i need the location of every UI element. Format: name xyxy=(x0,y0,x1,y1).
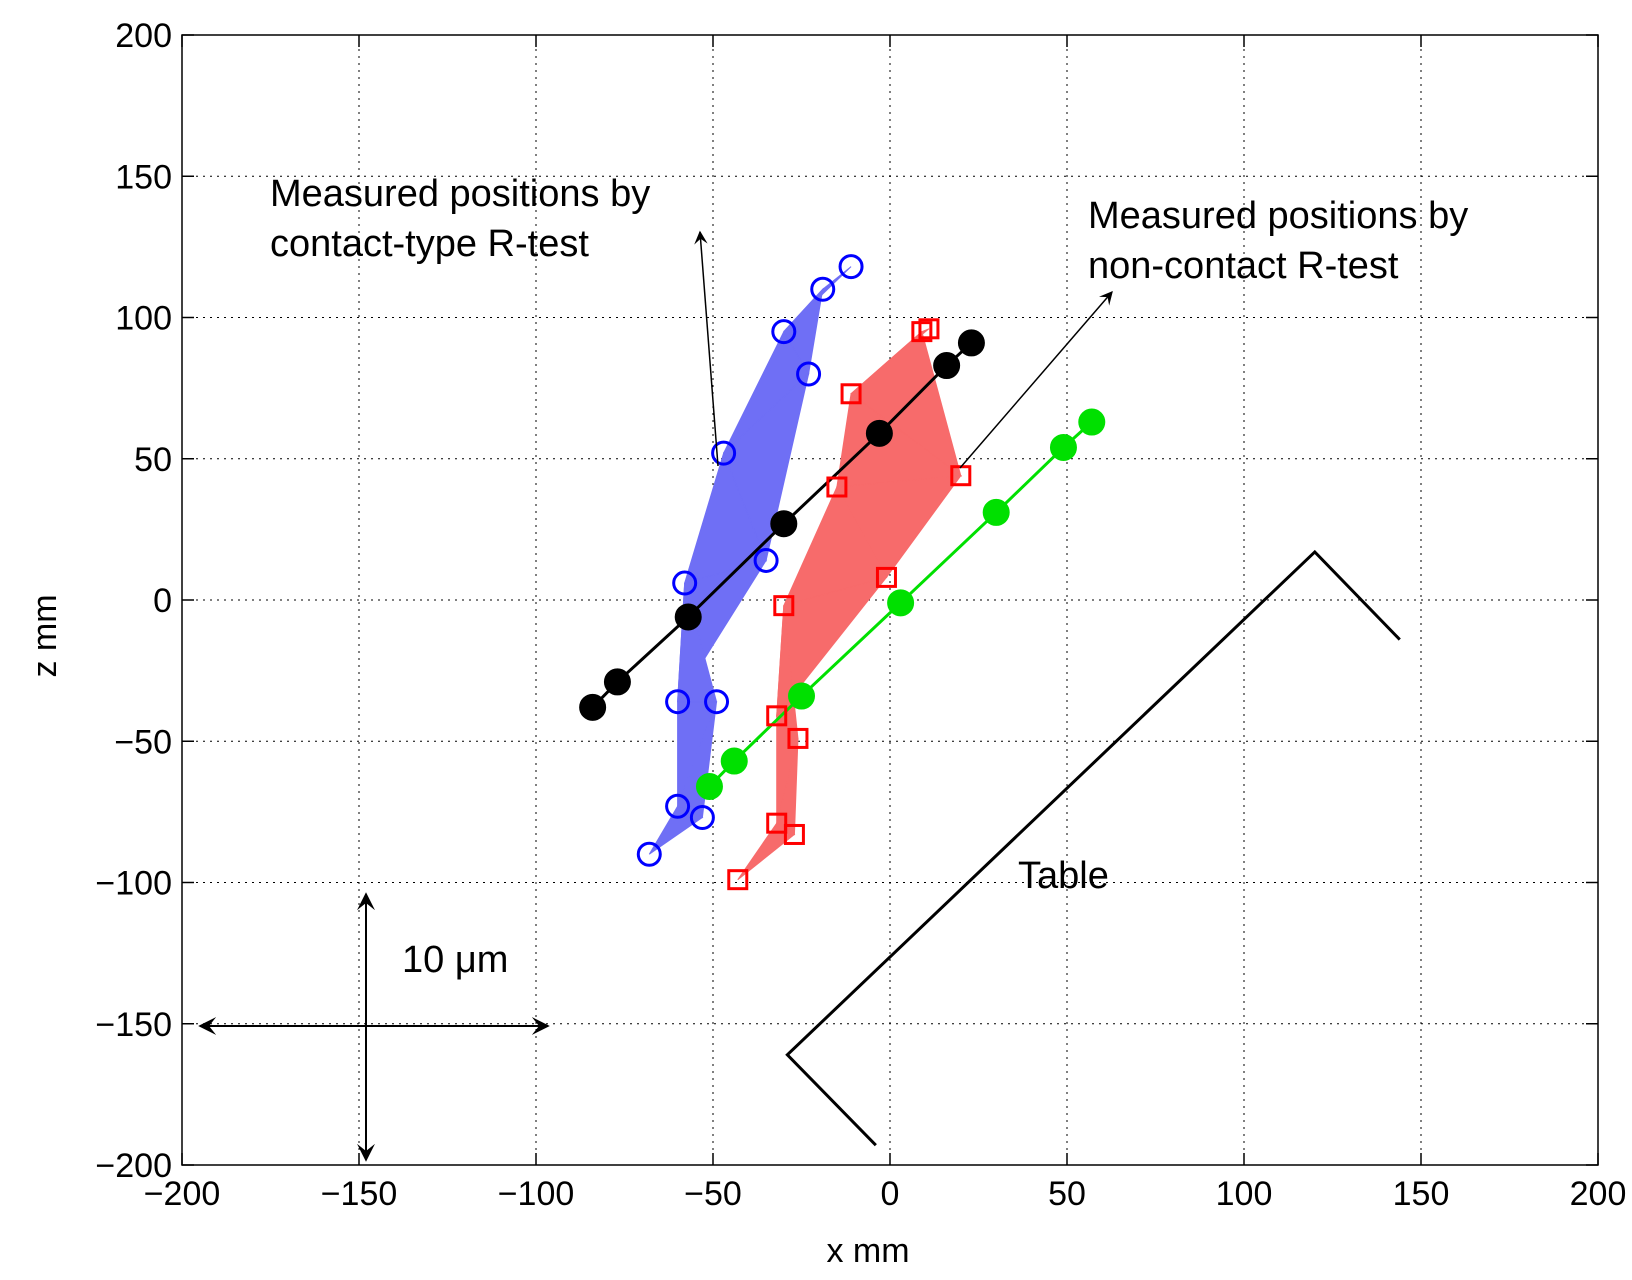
x-tick-label: −50 xyxy=(684,1175,742,1213)
noncontact-point xyxy=(826,476,848,498)
green-point xyxy=(695,772,723,800)
black-point xyxy=(865,419,893,447)
plot-frame xyxy=(181,34,1599,1166)
contact-point xyxy=(665,689,691,715)
green-point xyxy=(1078,408,1106,436)
green-point xyxy=(1049,433,1077,461)
contact-point xyxy=(838,254,864,280)
contact-point xyxy=(636,841,662,867)
contact-label-line2: contact-type R-test xyxy=(270,223,589,265)
axes xyxy=(181,34,1599,1166)
x-tick-label: 200 xyxy=(1570,1175,1627,1213)
x-tick-label: 150 xyxy=(1393,1175,1450,1213)
table-outline-path xyxy=(785,549,1401,1147)
table-outline xyxy=(785,549,1401,1147)
green-point xyxy=(720,747,748,775)
y-tick-label: −50 xyxy=(114,723,172,761)
y-tick-label: −200 xyxy=(95,1147,172,1185)
noncontact-point xyxy=(727,869,749,891)
noncontact-point xyxy=(773,595,795,617)
contact-point xyxy=(689,805,715,831)
x-tick-label: −100 xyxy=(498,1175,575,1213)
y-tick-label: 200 xyxy=(115,17,172,55)
black-point xyxy=(603,668,631,696)
table-label: Table xyxy=(1018,855,1109,897)
noncontact-arrow xyxy=(959,290,1113,469)
y-tick-label: 0 xyxy=(153,582,172,620)
black-point xyxy=(957,329,985,357)
y-tick-label: 150 xyxy=(115,158,172,196)
contact-point xyxy=(704,689,730,715)
contact-point xyxy=(665,793,691,819)
black-point xyxy=(674,603,702,631)
contact-error-region xyxy=(648,805,704,855)
x-tick-label: 50 xyxy=(1048,1175,1086,1213)
contact-point xyxy=(711,440,737,466)
annotations: Measured positions by contact-type R-tes… xyxy=(198,173,1468,1162)
contact-point xyxy=(753,547,779,573)
contact-point xyxy=(672,570,698,596)
noncontact-point xyxy=(911,321,933,343)
black-point xyxy=(933,352,961,380)
noncontact-point xyxy=(875,566,897,588)
x-tick-label: 100 xyxy=(1216,1175,1273,1213)
contact-arrow xyxy=(694,230,719,467)
green-point xyxy=(982,498,1010,526)
green-point xyxy=(887,589,915,617)
contact-point xyxy=(771,319,797,345)
noncontact-point xyxy=(766,812,788,834)
x-tick-label: 0 xyxy=(881,1175,900,1213)
noncontact-point xyxy=(783,823,805,845)
y-tick-label: 50 xyxy=(134,441,172,479)
tick-labels: −200 −150 −100 −50 0 50 100 150 200 −200 −150 −100 −… xyxy=(95,17,1626,1213)
x-tick-label: −200 xyxy=(144,1175,221,1213)
green-point xyxy=(788,682,815,710)
y-tick-label: −100 xyxy=(95,865,172,903)
noncontact-label-line2: non-contact R-test xyxy=(1088,245,1399,287)
error-region-fills xyxy=(648,266,963,881)
contact-point xyxy=(796,361,822,387)
y-axis-label: z mm xyxy=(26,594,64,677)
data-markers xyxy=(579,254,1106,891)
contact-point xyxy=(810,276,836,302)
x-tick-label: −150 xyxy=(321,1175,398,1213)
black-point xyxy=(579,693,607,721)
noncontact-point xyxy=(918,318,940,340)
noncontact-label-line1: Measured positions by xyxy=(1088,195,1468,237)
noncontact-point xyxy=(840,383,862,405)
y-tick-label: −150 xyxy=(95,1006,172,1044)
noncontact-point xyxy=(766,705,788,727)
black-point xyxy=(770,510,798,538)
x-axis-label: x mm xyxy=(826,1232,909,1270)
y-tick-label: 100 xyxy=(115,300,172,338)
noncontact-point xyxy=(787,727,809,749)
contact-label-line1: Measured positions by xyxy=(270,173,650,215)
scale-label: 10 μm xyxy=(402,939,508,981)
